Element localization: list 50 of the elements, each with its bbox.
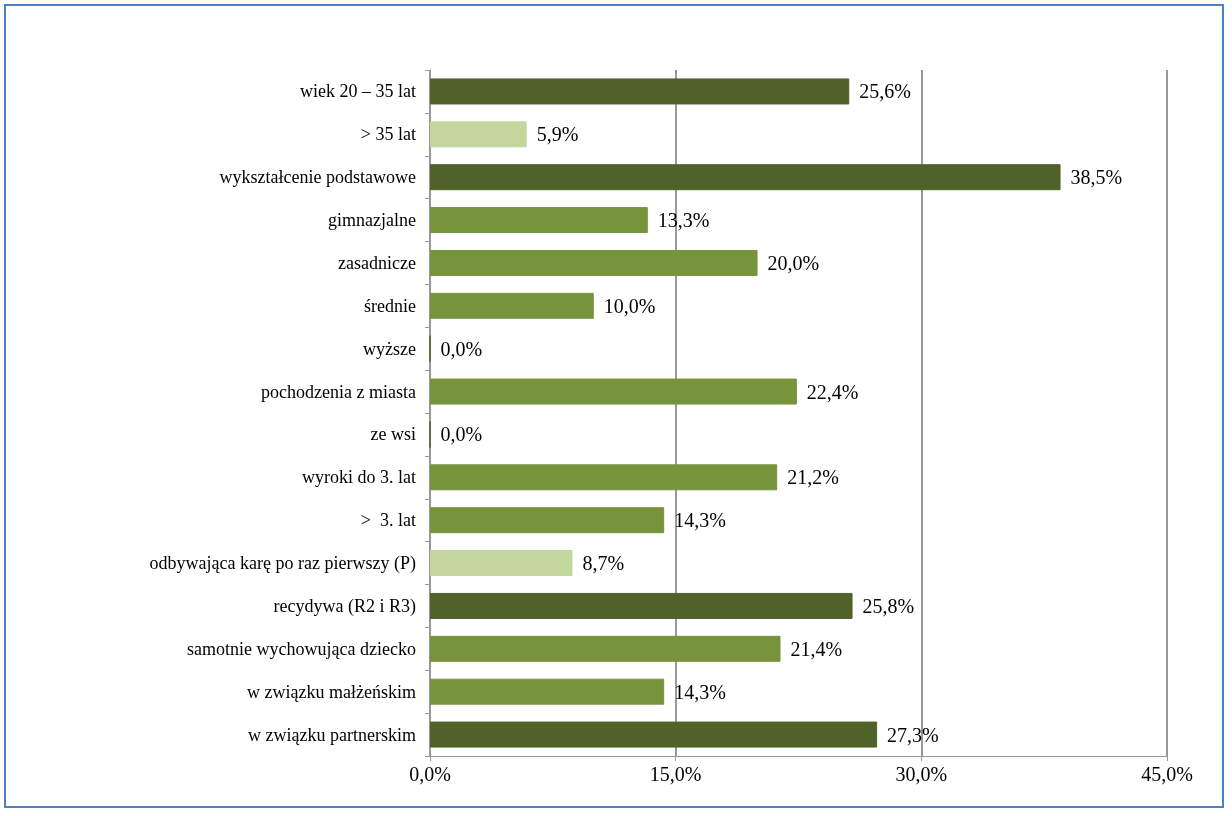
bar — [430, 507, 665, 534]
bar — [430, 464, 778, 491]
y-tick-label: wykształcenie podstawowe — [219, 167, 417, 188]
data-label: 25,6% — [859, 80, 911, 103]
y-tick-label: w związku małżeńskim — [247, 681, 416, 702]
y-tick-label: pochodzenia z miasta — [261, 381, 417, 402]
data-label: 25,8% — [862, 594, 915, 617]
bar — [430, 292, 594, 319]
data-label: 21,2% — [787, 466, 839, 489]
y-tick-label: > 35 lat — [360, 124, 416, 145]
bar — [430, 635, 781, 662]
data-label: 0,0% — [440, 337, 483, 360]
data-label: 27,3% — [887, 723, 939, 746]
bar — [430, 207, 648, 234]
data-label: 14,3% — [674, 509, 726, 532]
y-tick-label: > 3. lat — [360, 510, 416, 531]
y-tick-label: gimnazjalne — [328, 210, 416, 231]
y-tick-label: średnie — [364, 295, 416, 316]
bar — [430, 678, 665, 705]
y-tick-label: w związku partnerskim — [248, 724, 416, 745]
data-label: 14,3% — [674, 680, 726, 703]
bar — [430, 249, 758, 276]
data-label: 0,0% — [440, 423, 483, 446]
y-tick-label: zasadnicze — [338, 252, 416, 273]
bar — [430, 164, 1061, 191]
data-label: 20,0% — [767, 251, 820, 274]
data-label: 5,9% — [536, 123, 579, 146]
data-label: 21,4% — [790, 637, 843, 660]
x-tick-label: 30,0% — [895, 763, 948, 785]
y-tick-label: wyższe — [363, 338, 416, 359]
data-label: 10,0% — [603, 294, 656, 317]
data-label: 8,7% — [582, 552, 625, 575]
y-tick-label: wyroki do 3. lat — [302, 467, 416, 488]
y-tick-label: recydywa (R2 i R3) — [273, 595, 416, 617]
y-tick-label: wiek 20 – 35 lat — [300, 81, 416, 102]
data-label: 22,4% — [806, 380, 859, 403]
y-tick-label: ze wsi — [370, 424, 416, 445]
y-tick-label: samotnie wychowująca dziecko — [187, 638, 416, 659]
bar — [430, 592, 853, 619]
x-tick-label: 0,0% — [409, 763, 451, 785]
data-label: 13,3% — [657, 209, 710, 232]
bar — [430, 78, 850, 105]
data-label: 38,5% — [1070, 166, 1123, 189]
bar — [430, 721, 878, 748]
bar — [430, 121, 527, 148]
x-tick-label: 15,0% — [649, 763, 702, 785]
bar — [430, 378, 797, 405]
y-tick-label: odbywająca karę po raz pierwszy (P) — [149, 553, 416, 575]
x-tick-label: 45,0% — [1141, 763, 1193, 785]
bar — [430, 550, 573, 577]
